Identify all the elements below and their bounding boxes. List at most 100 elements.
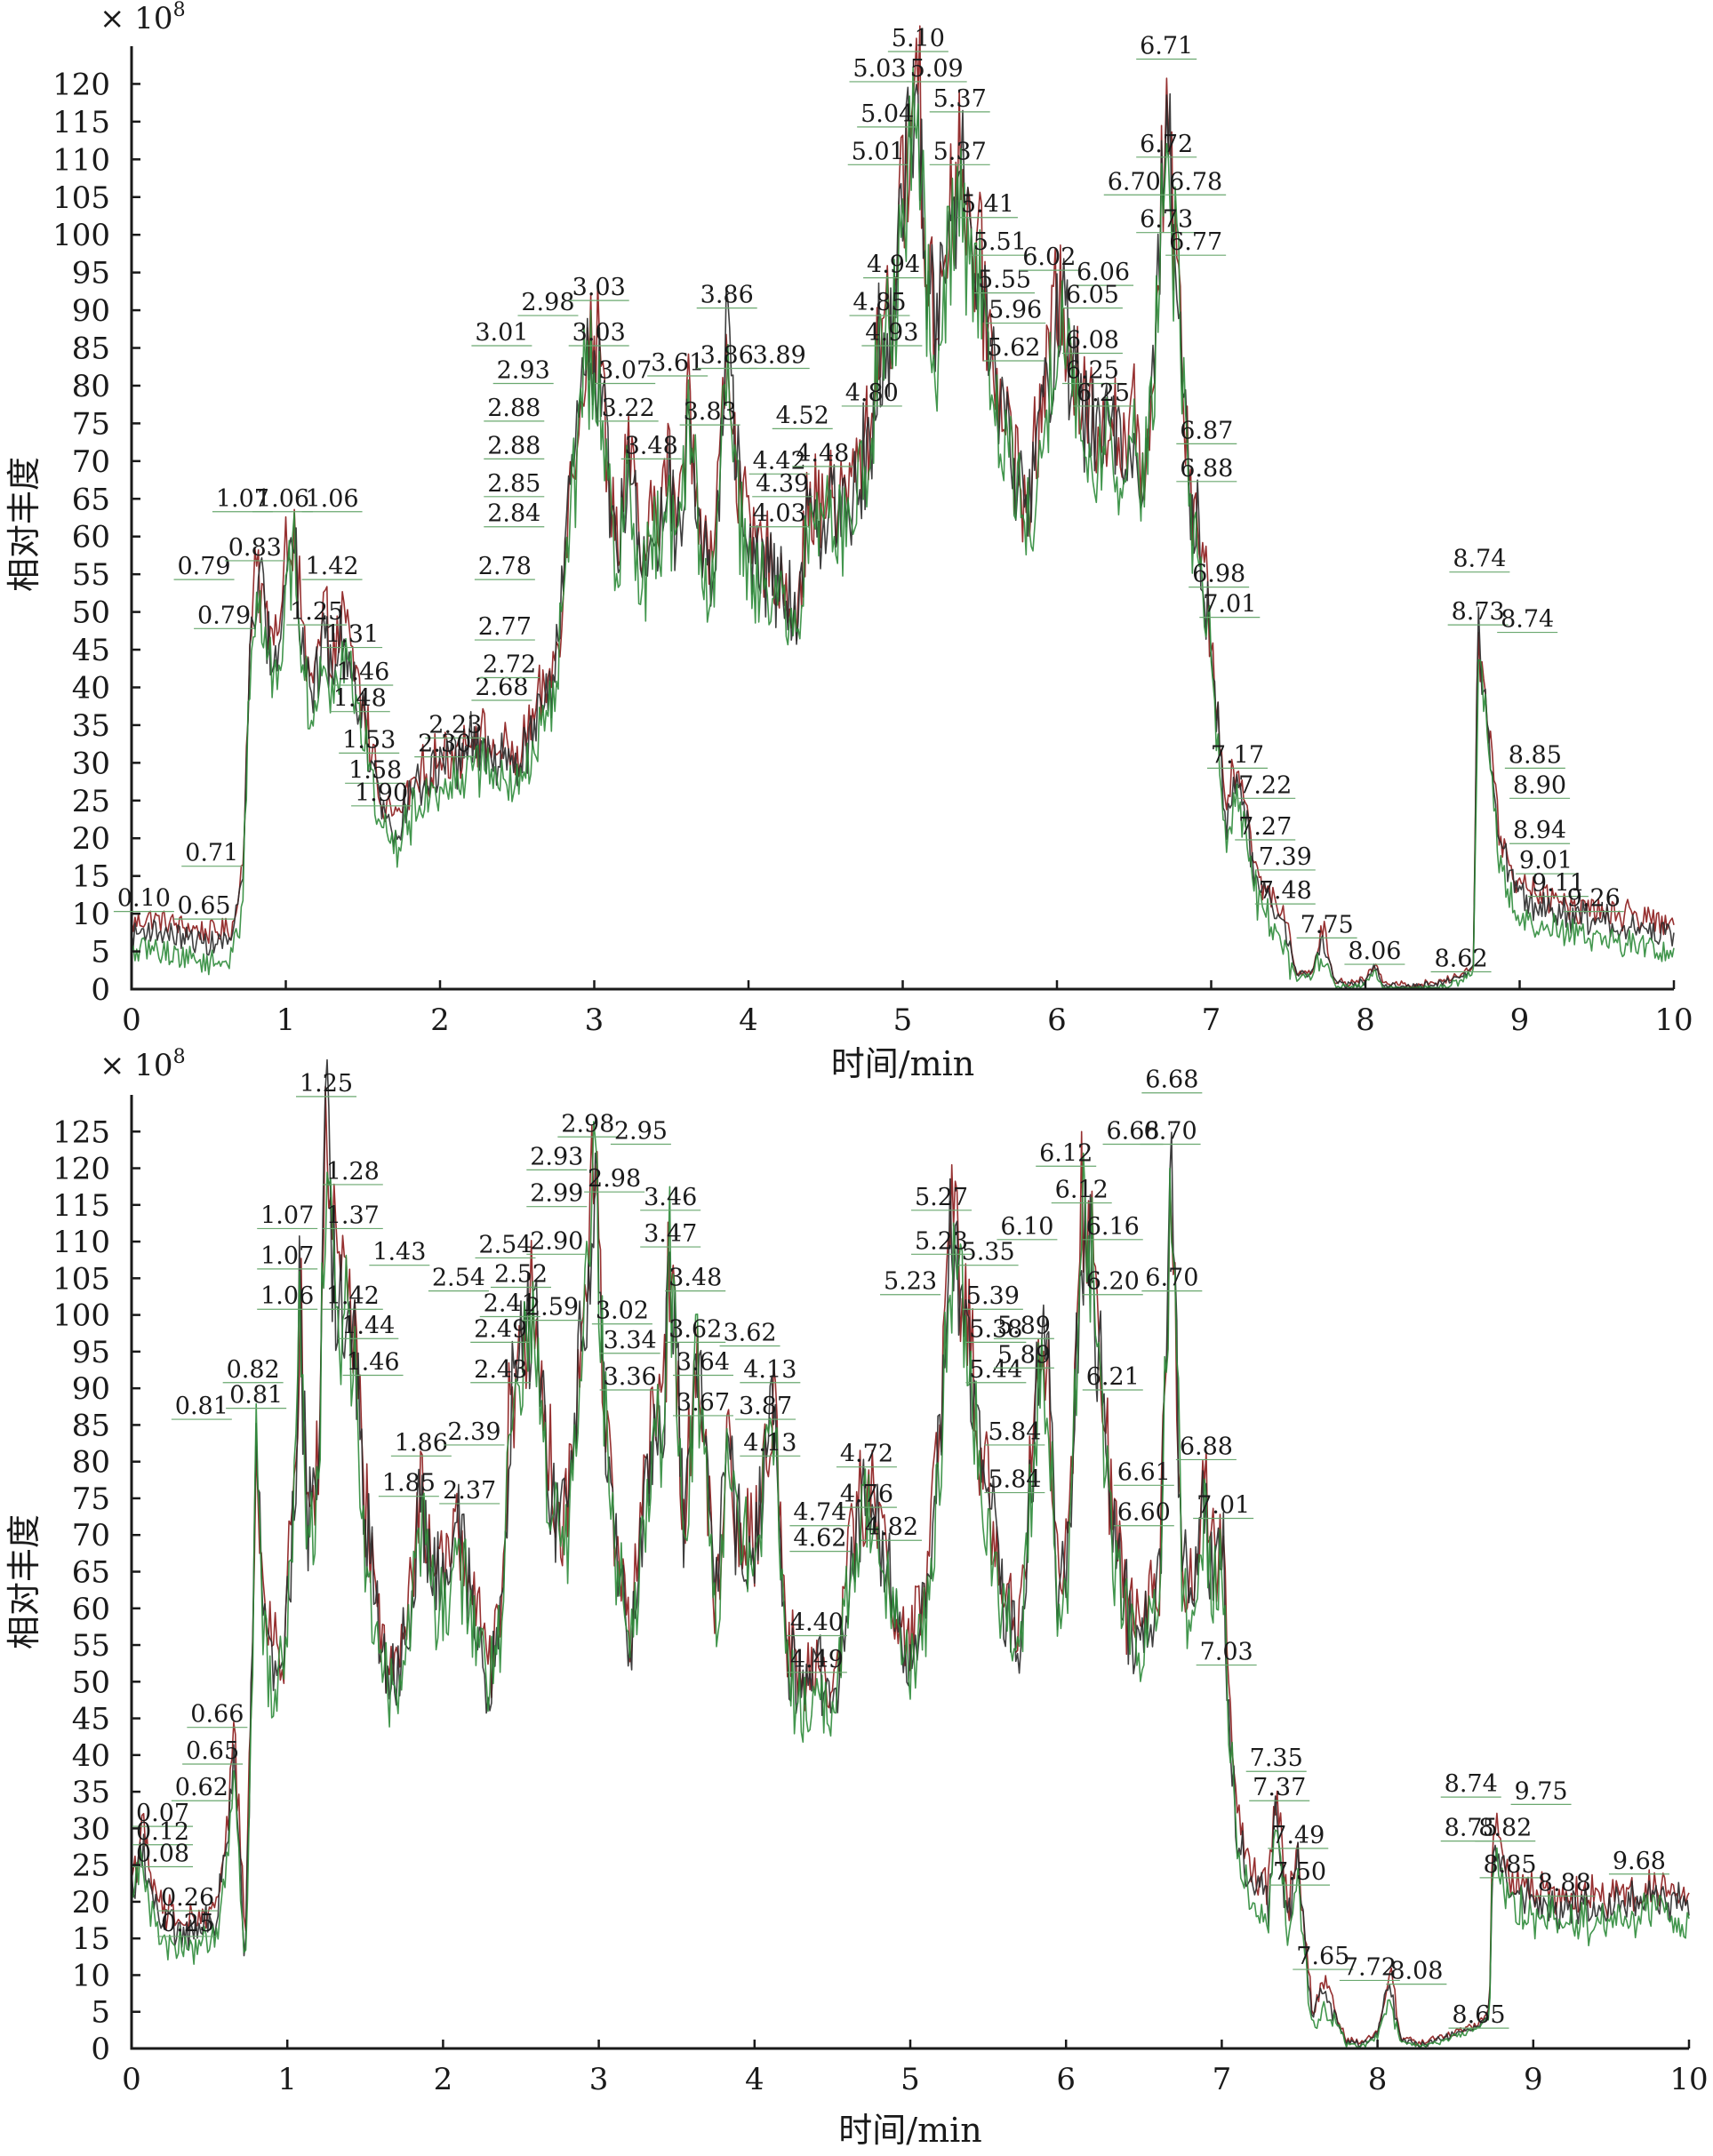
- x-tick-label: 4: [745, 2062, 764, 2097]
- peak-label: 5.96: [989, 297, 1042, 324]
- peak-label: 1.25: [290, 598, 343, 626]
- peak-label: 5.84: [988, 1418, 1041, 1446]
- peak-label: 1.48: [333, 685, 387, 713]
- x-tick-label: 7: [1202, 1002, 1221, 1038]
- peak-label: 7.72: [1343, 1953, 1397, 1981]
- y-tick-label: 90: [72, 1371, 110, 1407]
- peak-label: 5.55: [978, 267, 1031, 294]
- peak-label: 0.79: [197, 602, 251, 629]
- peak-label: 8.82: [1478, 1815, 1532, 1842]
- chromatogram-panel-bottom: 0510152025303540455055606570758085909510…: [4, 1046, 1709, 2150]
- y-tick-label: 45: [72, 633, 110, 668]
- x-axis-title: 时间/min: [838, 2111, 981, 2150]
- y-tick-label: 100: [52, 1298, 110, 1334]
- peak-label: 3.87: [739, 1393, 792, 1420]
- x-axis-title: 时间/min: [831, 1044, 974, 1083]
- x-tick-label: 1: [276, 1002, 296, 1038]
- chromatogram-panel-top: 0510152025303540455055606570758085909510…: [4, 0, 1693, 1083]
- peak-label: 7.17: [1211, 741, 1264, 769]
- y-tick-label: 5: [91, 935, 110, 970]
- y-tick-label: 5: [91, 1995, 110, 2031]
- y-tick-label: 25: [72, 784, 110, 819]
- peak-label: 5.23: [884, 1268, 937, 1296]
- x-tick-label: 0: [122, 2062, 141, 2097]
- peak-label: 5.04: [861, 100, 914, 128]
- trace-black-series: [131, 84, 1675, 989]
- y-tick-label: 30: [72, 1811, 110, 1847]
- peak-label: 1.58: [348, 756, 402, 784]
- peak-label: 1.42: [326, 1282, 380, 1310]
- peak-label: 5.27: [915, 1184, 968, 1211]
- peak-label: 3.83: [684, 398, 737, 426]
- peak-label: 2.72: [483, 651, 536, 679]
- trace-red-series: [131, 25, 1675, 989]
- peak-label: 8.73: [1452, 598, 1505, 626]
- peak-label: 6.21: [1086, 1363, 1140, 1391]
- peak-label: 5.37: [933, 85, 987, 113]
- peak-label: 1.28: [326, 1158, 380, 1186]
- peak-label: 6.71: [1140, 32, 1193, 60]
- peak-label: 3.22: [602, 395, 655, 422]
- peak-label: 7.37: [1253, 1774, 1306, 1801]
- peak-label: 4.49: [790, 1646, 844, 1673]
- peak-label: 1.06: [305, 485, 358, 513]
- y-tick-label: 105: [52, 1261, 110, 1297]
- x-tick-label: 10: [1669, 2062, 1708, 2097]
- peak-label: 8.94: [1513, 817, 1566, 844]
- peak-label: 9.11: [1532, 870, 1585, 898]
- peak-label: 6.70: [1145, 1265, 1198, 1292]
- peak-label: 8.74: [1501, 606, 1554, 634]
- peak-label: 8.06: [1348, 938, 1401, 965]
- peak-label: 5.39: [966, 1282, 1020, 1310]
- y-tick-label: 10: [72, 897, 110, 932]
- peak-label: 6.05: [1066, 282, 1119, 309]
- peak-label: 6.02: [1022, 244, 1076, 271]
- y-tick-label: 40: [72, 670, 110, 706]
- x-tick-label: 4: [739, 1002, 758, 1038]
- peak-label: 0.25: [161, 1910, 214, 1937]
- y-axis-multiplier: × 108: [100, 1046, 186, 1083]
- x-tick-label: 9: [1524, 2062, 1543, 2097]
- y-tick-label: 75: [72, 1481, 110, 1517]
- peak-label: 3.02: [596, 1298, 649, 1325]
- peak-label: 3.61: [651, 349, 704, 377]
- x-tick-label: 9: [1510, 1002, 1530, 1038]
- trace-black-series: [131, 1058, 1690, 2048]
- y-tick-label: 40: [72, 1738, 110, 1774]
- y-tick-label: 50: [72, 595, 110, 631]
- peak-label: 3.62: [668, 1315, 722, 1343]
- peak-label: 4.80: [845, 379, 899, 407]
- peak-label: 5.62: [987, 334, 1040, 362]
- peak-label: 6.10: [1000, 1213, 1053, 1241]
- peak-label: 9.26: [1567, 885, 1621, 913]
- peak-label: 2.54: [432, 1265, 485, 1292]
- peak-label: 1.53: [342, 726, 396, 754]
- peak-label: 7.22: [1238, 771, 1292, 799]
- peak-label: 8.74: [1445, 1770, 1498, 1798]
- peak-label: 2.88: [487, 395, 540, 422]
- y-tick-label: 0: [91, 972, 110, 1008]
- peak-label: 7.48: [1259, 877, 1312, 905]
- peak-label: 6.12: [1055, 1177, 1109, 1204]
- peak-label: 7.50: [1273, 1858, 1326, 1886]
- y-tick-label: 85: [72, 331, 110, 367]
- y-tick-label: 35: [72, 708, 110, 744]
- peak-label: 2.52: [494, 1260, 548, 1288]
- x-tick-label: 5: [901, 2062, 920, 2097]
- peak-label: 5.03: [852, 55, 906, 83]
- axes-frame: [130, 46, 1674, 991]
- peak-label: 2.98: [588, 1165, 641, 1193]
- peak-label: 4.48: [796, 440, 849, 467]
- peak-label: 7.49: [1271, 1822, 1325, 1849]
- peak-label: 6.72: [1140, 131, 1193, 158]
- y-tick-label: 20: [72, 1885, 110, 1920]
- y-axis-title: 相对丰度: [4, 457, 44, 592]
- peak-label: 3.34: [604, 1327, 657, 1354]
- y-tick-label: 55: [72, 557, 110, 593]
- y-tick-label: 115: [52, 1188, 110, 1224]
- y-tick-label: 115: [52, 105, 110, 140]
- peak-label: 0.08: [136, 1841, 189, 1868]
- peak-label: 3.86: [700, 341, 754, 369]
- peak-label: 1.31: [325, 621, 379, 649]
